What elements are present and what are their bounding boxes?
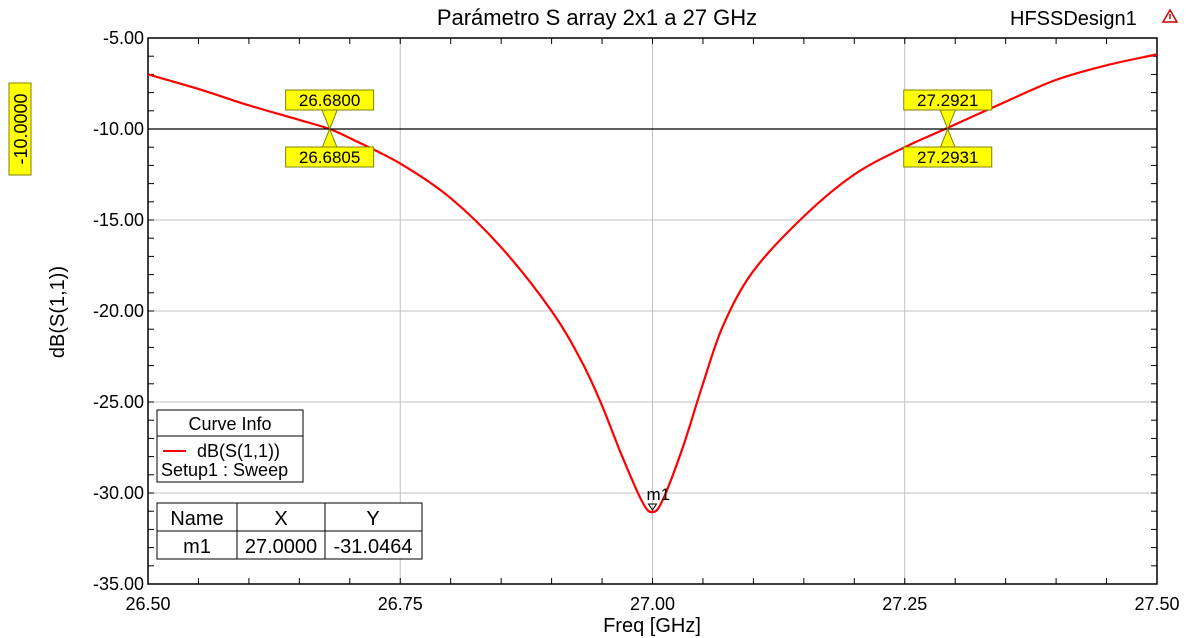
crossing-label-top-box <box>903 89 993 111</box>
table-header-y: Y <box>366 508 379 530</box>
x-axis-title: Freq [GHz] <box>603 615 701 637</box>
design-name: HFSSDesign1 <box>1010 8 1137 30</box>
reference-line-label: -10.0000 <box>8 82 32 176</box>
crossing-label-bottom-box <box>285 146 375 168</box>
crossing-label-bottom: 26.6805 <box>299 148 360 167</box>
x-tick-label: 26.50 <box>125 594 170 614</box>
y-tick-label: -10.00 <box>93 119 144 139</box>
table-header-name: Name <box>170 508 223 530</box>
table-cell-y: -31.0464 <box>334 536 413 558</box>
marker-triangle <box>647 503 658 511</box>
axes <box>147 37 1158 585</box>
crossing-marker-2: 27.2921 27.2931 <box>903 89 993 168</box>
legend-entry: dB(S(1,1)) <box>197 441 280 461</box>
tick-labels: 26.50 26.75 27.00 27.25 27.50 -5.00 -10.00 -15.… <box>93 28 1180 614</box>
crossing-label-top: 27.2921 <box>917 91 978 110</box>
y-tick-label: -35.00 <box>93 574 144 594</box>
reference-label-box <box>8 82 32 176</box>
y-tick-label: -25.00 <box>93 392 144 412</box>
plot-frame <box>147 37 1158 585</box>
reference-label-text: -10.0000 <box>11 93 31 164</box>
y-tick-label: -15.00 <box>93 210 144 230</box>
crossing-label-top: 26.6800 <box>299 91 360 110</box>
chart-title: Parámetro S array 2x1 a 27 GHz <box>437 5 757 30</box>
y-axis-title: dB(S(1,1)) <box>47 266 69 358</box>
table-cell-x: 27.0000 <box>245 536 317 558</box>
table-header-x: X <box>274 508 287 530</box>
crossing-label-top-box <box>285 89 375 111</box>
crossing-marker-1: 26.6800 26.6805 <box>285 89 375 168</box>
legend-setup: Setup1 : Sweep <box>161 460 288 480</box>
series-line-s11 <box>147 53 1158 514</box>
marker-table: Name X Y m1 27.0000 -31.0464 <box>156 502 423 560</box>
marker-m1: m1 <box>647 485 671 511</box>
y-tick-label: -30.00 <box>93 483 144 503</box>
legend-title: Curve Info <box>188 414 271 434</box>
warning-icon <box>1161 8 1179 23</box>
x-tick-label: 27.25 <box>882 594 927 614</box>
y-tick-label: -20.00 <box>93 301 144 321</box>
x-tick-label: 27.00 <box>630 594 675 614</box>
x-tick-label: 27.50 <box>1134 594 1179 614</box>
table-cell-name: m1 <box>183 536 211 558</box>
crossing-label-bottom: 27.2931 <box>917 148 978 167</box>
annotations: -10.0000 26.6800 26.6805 27.2921 27.2931 m1 <box>8 82 1157 511</box>
x-tick-label: 26.75 <box>378 594 423 614</box>
legend-box: Curve Info dB(S(1,1)) Setup1 : Sweep <box>156 409 304 483</box>
crossing-label-bottom-box <box>903 146 993 168</box>
marker-label: m1 <box>647 485 671 504</box>
series-layer <box>147 53 1158 514</box>
y-tick-label: -5.00 <box>103 28 144 48</box>
